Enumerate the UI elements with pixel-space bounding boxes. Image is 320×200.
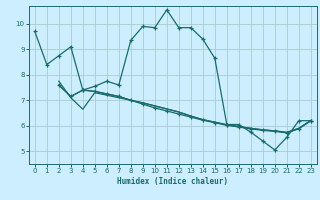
X-axis label: Humidex (Indice chaleur): Humidex (Indice chaleur) <box>117 177 228 186</box>
